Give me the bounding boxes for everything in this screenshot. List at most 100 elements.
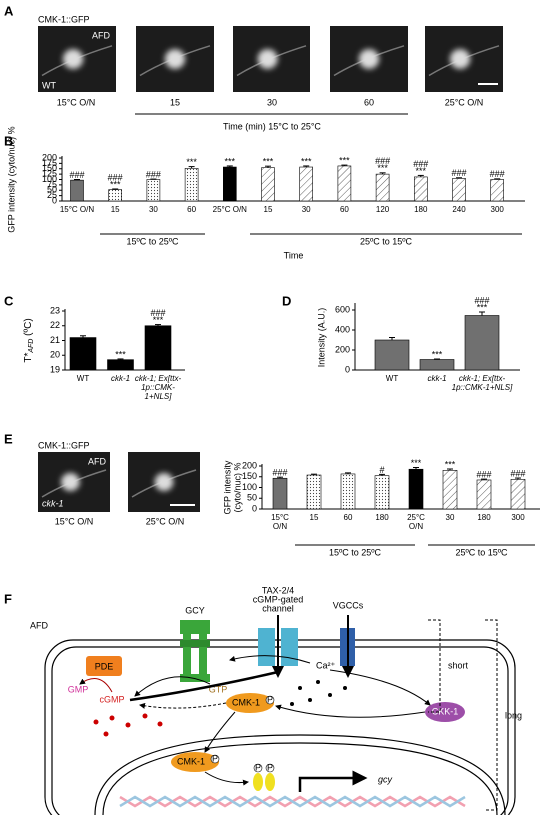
gene-label: gcy <box>378 774 393 784</box>
arrow <box>129 670 279 702</box>
y-tick-label: 25 <box>47 190 57 200</box>
nucleus <box>94 734 506 816</box>
bar <box>144 325 172 371</box>
bar <box>510 479 526 510</box>
significance: *** <box>339 155 350 165</box>
bar <box>419 359 455 371</box>
caption: 30 <box>267 97 277 107</box>
y-axis-label: T*AFD (ºC) <box>23 318 36 362</box>
x-tick-label-box: 25°C O/N <box>407 513 425 531</box>
gcy <box>180 640 210 647</box>
cmk1-label: CMK-1 <box>177 756 205 766</box>
y-tick-label: 150 <box>242 471 257 481</box>
x-tick-label: 15 <box>110 205 120 214</box>
x-tick-label: 240 <box>452 205 466 214</box>
significance: *** <box>432 349 443 359</box>
x-tick-label-box: ckk-1; Ex[ttx-1p::CMK-1+NLS] <box>451 374 513 392</box>
cmk1 <box>171 752 219 772</box>
x-tick-label: ckk-1 <box>427 374 447 383</box>
bar <box>413 176 428 202</box>
x-tick-label: 25°C O/N <box>407 513 425 531</box>
significance: ### <box>476 469 491 479</box>
arrow <box>229 655 311 664</box>
cmk1-label: CMK-1 <box>232 697 260 707</box>
cgmp-dot <box>103 731 109 737</box>
significance: ### <box>150 308 165 318</box>
y-tick-label: 0 <box>52 195 57 205</box>
significance: ### <box>69 170 84 180</box>
soma <box>154 473 174 491</box>
x-tick-label-box: 15°C O/N <box>59 205 95 214</box>
x-tick-label-box: 300 <box>511 513 524 522</box>
y-axis-label: GFP intensity (cyto/nuc) % <box>6 126 16 232</box>
x-tick-label: 30 <box>301 205 311 214</box>
x-tick-label-box: 30 <box>446 513 455 522</box>
bar <box>452 178 466 202</box>
arrow <box>139 702 227 709</box>
bar <box>337 165 352 202</box>
channel-label: TAX-2/4 <box>262 585 294 595</box>
x-tick-label-box: 180 <box>414 205 427 214</box>
significance: *** <box>301 156 312 166</box>
x-tick-label: ckk-1 <box>110 374 131 383</box>
soma <box>61 473 80 491</box>
micrographs <box>38 452 200 512</box>
bar <box>490 179 505 202</box>
x-tick-label: 15°C O/N <box>59 205 95 214</box>
significance: *** <box>416 166 427 176</box>
significance: ### <box>510 468 525 478</box>
cgmp-dot <box>157 721 163 727</box>
x-tick-label-box: 30 <box>301 205 311 214</box>
panel-letter: E <box>4 431 13 446</box>
arrow <box>204 711 236 753</box>
bar <box>272 477 288 510</box>
phospho <box>265 695 275 705</box>
bar <box>146 179 161 202</box>
significance: ### <box>108 172 123 182</box>
gcy <box>183 634 191 674</box>
x-tick-label: 30 <box>148 205 158 214</box>
significance: *** <box>110 179 121 189</box>
x-tick-label-box: 180 <box>477 513 491 522</box>
ckk1 <box>425 702 465 722</box>
panel-e-images: CMK-1::GFP AFD ckk-1 15°C O/N 25°C O/N <box>38 440 200 526</box>
group-label: 15ºC to 25ºC <box>329 547 382 557</box>
strain-label: WT <box>42 80 56 90</box>
gcy <box>180 620 210 634</box>
calcium-dot <box>290 702 294 706</box>
bracket <box>485 619 498 811</box>
bar <box>442 469 458 510</box>
x-tick-label-box: 240 <box>452 205 466 214</box>
calcium-dot <box>316 680 320 684</box>
y-tick-label: 50 <box>47 185 57 195</box>
y-axis-label: (cyto/nuc) % <box>232 462 242 512</box>
panel-letter: C <box>4 293 14 308</box>
y-axis-label-part: (ºC) <box>23 318 34 338</box>
cgmp-dot <box>109 715 115 721</box>
y-tick-label: 400 <box>335 324 350 334</box>
x-tick-label-box: 60 <box>187 205 196 214</box>
bar <box>261 167 275 202</box>
significance: *** <box>411 458 422 468</box>
significance: ### <box>474 295 489 305</box>
x-tick-label-box: 60 <box>340 205 349 214</box>
significance: ### <box>272 468 287 478</box>
bar <box>70 179 84 202</box>
gcy <box>180 674 210 682</box>
x-tick-label: ckk-1; Ex[ttx-1p::CMK-1+NLS] <box>451 374 513 392</box>
cell-name: AFD <box>30 620 49 630</box>
transcription-arrow <box>298 770 368 792</box>
phospho <box>265 763 275 773</box>
x-tick-label: 180 <box>477 513 491 522</box>
cmk1 <box>226 693 274 713</box>
caption: 25°C O/N <box>445 97 484 107</box>
significance: ### <box>490 169 505 179</box>
soma <box>449 49 471 69</box>
soma <box>257 49 278 69</box>
micrographs <box>38 26 503 92</box>
long-label: long <box>505 710 522 720</box>
phospho-label: P <box>267 762 273 772</box>
bar <box>340 473 356 510</box>
ckk1-label: CKK-1 <box>432 706 459 716</box>
arrow <box>275 704 426 718</box>
